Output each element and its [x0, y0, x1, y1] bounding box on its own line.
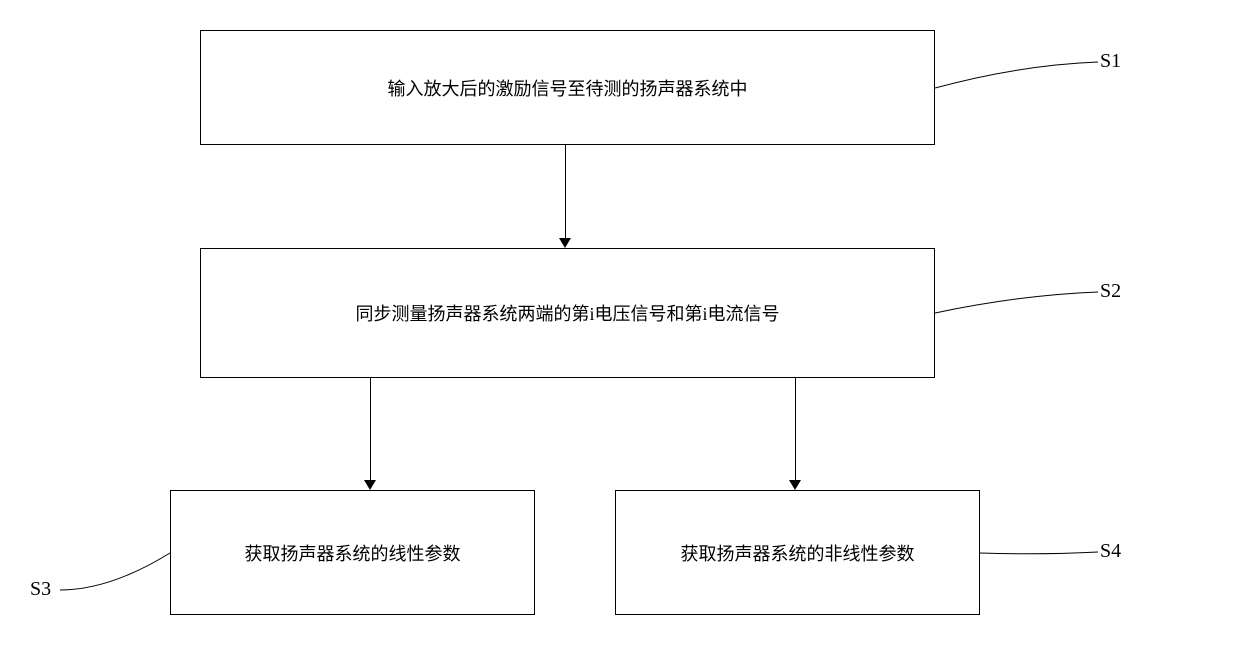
flowchart-container: 输入放大后的激励信号至待测的扬声器系统中 S1 同步测量扬声器系统两端的第i电压…	[0, 0, 1239, 663]
step-text: 获取扬声器系统的线性参数	[245, 540, 461, 566]
step-box-s2: 同步测量扬声器系统两端的第i电压信号和第i电流信号	[200, 248, 935, 378]
connector-curve-s2	[935, 278, 1100, 328]
step-box-s1: 输入放大后的激励信号至待测的扬声器系统中	[200, 30, 935, 145]
connector-curve-s3	[55, 548, 175, 596]
connector-curve-s4	[980, 540, 1100, 565]
step-label-s3: S3	[30, 578, 51, 601]
arrow-head-s1-s2	[559, 238, 571, 248]
step-text: 输入放大后的激励信号至待测的扬声器系统中	[388, 75, 748, 101]
step-box-s4: 获取扬声器系统的非线性参数	[615, 490, 980, 615]
step-label-s1: S1	[1100, 50, 1121, 73]
arrow-head-s2-s4	[789, 480, 801, 490]
step-text: 获取扬声器系统的非线性参数	[681, 540, 915, 566]
arrow-s1-s2	[565, 145, 566, 238]
arrow-s2-s3	[370, 378, 371, 480]
arrow-s2-s4	[795, 378, 796, 480]
connector-curve-s1	[935, 50, 1100, 100]
step-label-s4: S4	[1100, 540, 1121, 563]
arrow-head-s2-s3	[364, 480, 376, 490]
step-text: 同步测量扬声器系统两端的第i电压信号和第i电流信号	[356, 300, 780, 326]
step-box-s3: 获取扬声器系统的线性参数	[170, 490, 535, 615]
step-label-s2: S2	[1100, 280, 1121, 303]
